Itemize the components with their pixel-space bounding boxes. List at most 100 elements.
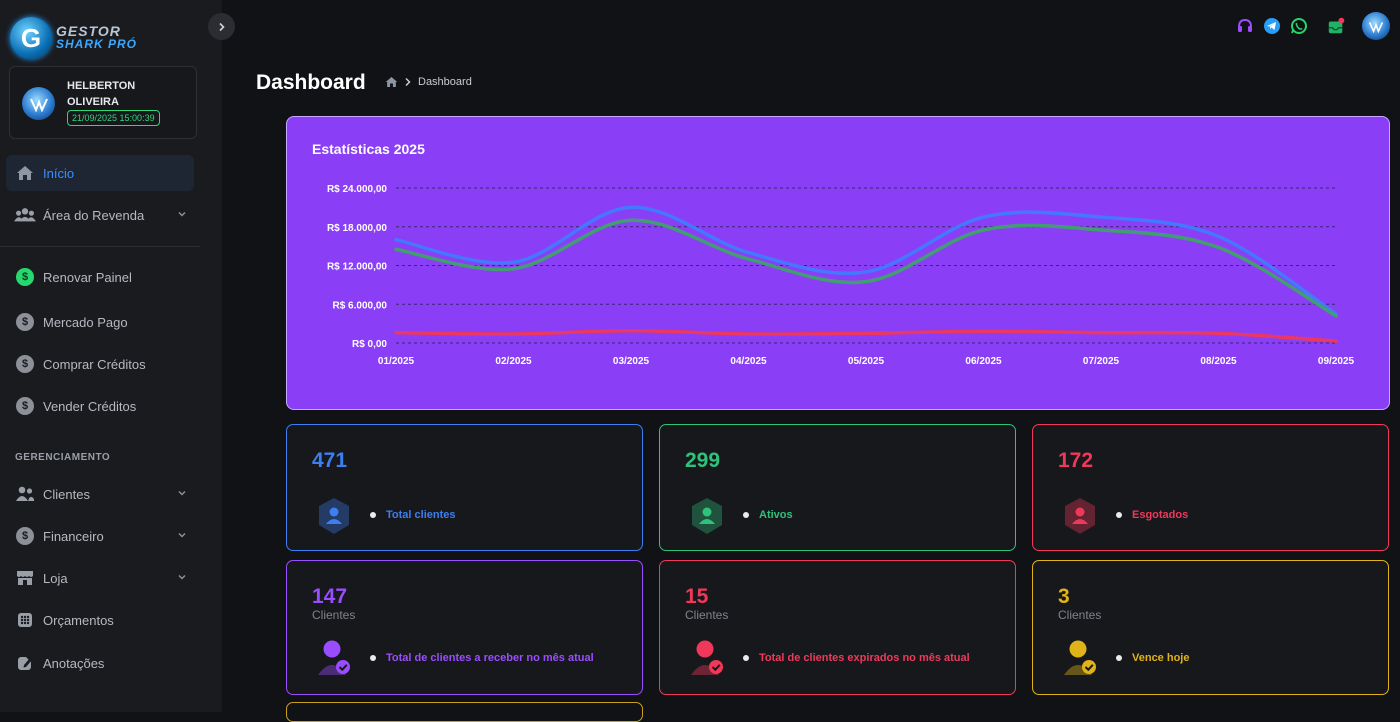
nav-label: Loja (43, 570, 68, 586)
series-line-0 (394, 205, 1338, 316)
profile-avatar-image (1362, 12, 1390, 40)
bullet-dot (743, 512, 749, 518)
nav-financeiro[interactable]: $ Financeiro (6, 518, 194, 554)
x-tick-label: 07/2025 (1083, 356, 1120, 367)
nav-inicio[interactable]: Início (6, 155, 194, 191)
sidebar-divider (0, 246, 200, 247)
series-line-1 (394, 218, 1338, 318)
notification-inbox-icon[interactable] (1327, 17, 1345, 35)
stat-card-esgotados[interactable]: 172 Esgotados (1032, 424, 1389, 551)
stat-value: 299 (685, 449, 721, 472)
stat-card-expirados[interactable]: 15 Clientes Total de clientes expirados no… (659, 560, 1016, 695)
nav-loja[interactable]: Loja (6, 560, 194, 596)
bullet-dot (743, 655, 749, 661)
store-icon (14, 567, 36, 589)
user-shield-icon (690, 497, 724, 535)
breadcrumb: Dashboard (385, 76, 472, 88)
sidebar-toggle-button[interactable] (208, 13, 235, 40)
chevron-down-icon (178, 490, 186, 496)
nav-comprar-creditos[interactable]: $ Comprar Créditos (6, 346, 194, 382)
nav-label: Orçamentos (43, 612, 114, 628)
dollar-icon: $ (14, 353, 36, 375)
stat-label: Total de clientes a receber no mês atual (386, 652, 594, 664)
nav-orcamentos[interactable]: Orçamentos (6, 602, 194, 638)
logo-line-1: GESTOR (56, 23, 121, 39)
stat-label-row: Total de clientes a receber no mês atual (370, 652, 594, 664)
bullet-dot (370, 655, 376, 661)
stats-chart-card: Estatísticas 2025 R$ 24.000,00 R$ 18.000,… (286, 116, 1390, 410)
nav-label: Início (43, 165, 75, 181)
nav-label: Vender Créditos (43, 398, 137, 414)
telegram-icon[interactable] (1263, 17, 1281, 35)
chevron-down-icon (178, 532, 186, 538)
nav-label: Renovar Painel (43, 269, 132, 285)
nav-vender-creditos[interactable]: $ Vender Créditos (6, 388, 194, 424)
brand-logo[interactable]: G GESTOR SHARK PRÓ (10, 17, 137, 59)
chevron-down-icon (178, 211, 186, 217)
users-icon (14, 483, 36, 505)
stat-sublabel: Clientes (685, 608, 729, 622)
stat-value: 3 (1058, 585, 1070, 608)
series-line-2 (394, 328, 1338, 343)
nav-label: Comprar Créditos (43, 356, 146, 372)
avatar-emblem-icon (29, 98, 48, 112)
stat-label-row: Ativos (743, 509, 793, 521)
user-check-icon (317, 639, 351, 677)
x-tick-label: 09/2025 (1318, 356, 1355, 367)
nav-label: Área do Revenda (43, 207, 145, 223)
bullet-dot (370, 512, 376, 518)
stat-card-ativos[interactable]: 299 Ativos (659, 424, 1016, 551)
logo-line-2: SHARK PRÓ (56, 37, 138, 51)
y-tick-label: R$ 18.000,00 (327, 223, 387, 234)
stat-label: Esgotados (1132, 509, 1189, 521)
line-chart: R$ 24.000,00 R$ 18.000,00 R$ 12.000,00 R$ 6… (327, 184, 1355, 367)
partial-stat-card (286, 702, 643, 722)
headset-icon[interactable] (1236, 17, 1254, 35)
users-icon (14, 204, 36, 226)
dollar-icon: $ (14, 311, 36, 333)
nav-label: Financeiro (43, 528, 104, 544)
bullet-dot (1116, 655, 1122, 661)
page-title: Dashboard (256, 71, 366, 94)
x-tick-label: 06/2025 (965, 356, 1002, 367)
y-tick-label: R$ 6.000,00 (333, 300, 388, 311)
x-tick-label: 01/2025 (378, 356, 415, 367)
stat-value: 471 (312, 449, 348, 472)
stat-label-row: Vence hoje (1116, 652, 1189, 664)
stat-card-vence-hoje[interactable]: 3 Clientes Vence hoje (1032, 560, 1389, 695)
user-datetime: 21/09/2025 15:00:39 (67, 110, 160, 126)
dollar-icon: $ (14, 525, 36, 547)
y-tick-label: R$ 12.000,00 (327, 262, 387, 273)
y-tick-label: R$ 24.000,00 (327, 184, 387, 195)
nav-mercado-pago[interactable]: $ Mercado Pago (6, 304, 194, 340)
chart-title: Estatísticas 2025 (312, 141, 425, 157)
user-name: HELBERTON OLIVEIRA (67, 80, 136, 108)
x-tick-label: 08/2025 (1200, 356, 1237, 367)
whatsapp-icon[interactable] (1290, 17, 1308, 35)
note-icon (14, 652, 36, 674)
user-shield-icon (1063, 497, 1097, 535)
stat-label: Total clientes (386, 509, 456, 521)
stat-label-row: Total clientes (370, 509, 455, 521)
user-shield-icon (317, 497, 351, 535)
stat-value: 172 (1058, 449, 1094, 472)
y-tick-label: R$ 0,00 (352, 339, 387, 350)
dollar-icon: $ (14, 266, 36, 288)
stat-label: Vence hoje (1132, 652, 1190, 664)
stat-label: Total de clientes expirados no mês atual (759, 652, 970, 664)
stat-value: 15 (685, 585, 709, 608)
nav-label: Clientes (43, 486, 90, 502)
nav-area-revenda[interactable]: Área do Revenda (6, 197, 194, 233)
nav-clientes[interactable]: Clientes (6, 476, 194, 512)
nav-renovar-painel[interactable]: $ Renovar Painel (6, 259, 194, 295)
user-avatar (22, 87, 55, 120)
stat-value: 147 (312, 585, 348, 608)
stat-card-total-clientes[interactable]: 471 Total clientes (286, 424, 643, 551)
nav-anotacoes[interactable]: Anotações (6, 645, 194, 681)
profile-avatar[interactable] (1362, 12, 1390, 40)
bullet-dot (1116, 512, 1122, 518)
dollar-icon: $ (14, 395, 36, 417)
stat-card-a-receber[interactable]: 147 Clientes Total de clientes a receber n… (286, 560, 643, 695)
home-icon[interactable] (385, 76, 398, 88)
home-icon (14, 162, 36, 184)
